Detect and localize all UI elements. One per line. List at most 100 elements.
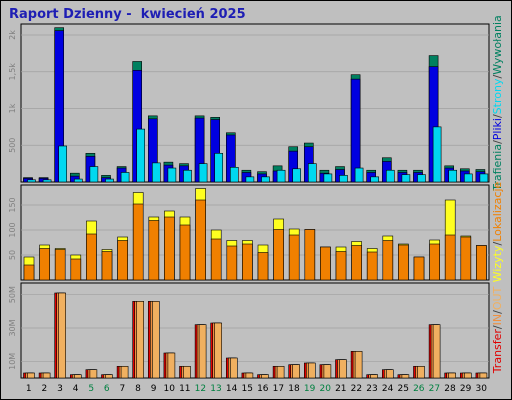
bar-out — [479, 372, 488, 379]
bar-sites — [179, 224, 191, 281]
plot-area-middle — [20, 184, 490, 281]
x-tick-label-day: 4 — [73, 384, 79, 394]
bar-pages — [463, 173, 473, 183]
bar-sites — [148, 220, 160, 281]
bar-out — [417, 366, 425, 379]
bar-sites — [413, 256, 425, 281]
bar-sites — [366, 251, 378, 281]
y-tick-label-bottom: 10M — [8, 353, 17, 370]
bar-pages — [27, 179, 36, 183]
x-tick-label-day: 24 — [382, 384, 394, 394]
bar-sites — [476, 245, 487, 281]
x-tick-label-day: 21 — [335, 384, 346, 394]
bar-sites — [23, 264, 35, 281]
legend-entry: Lokalizacje — [491, 181, 504, 241]
x-tick-label-day: 29 — [460, 384, 472, 394]
y-tick-label-top: 1,5k — [8, 63, 17, 81]
legend-top: Trafienia/Pliki/Strony/Wywołania — [491, 15, 504, 192]
x-tick-label-day: 6 — [104, 384, 110, 394]
plot-area-top — [20, 23, 490, 183]
bar-pages — [292, 168, 302, 183]
x-tick-label-day: 3 — [57, 384, 63, 394]
bar-out — [401, 374, 410, 379]
bar-sites — [54, 249, 66, 281]
x-tick-label-day: 27 — [429, 384, 440, 394]
bar-pages — [152, 162, 161, 183]
bar-sites — [117, 240, 128, 281]
bar-pages — [479, 173, 489, 183]
bar-out — [120, 366, 129, 379]
legend-entry: / — [491, 325, 504, 329]
x-tick-label-day: 28 — [444, 384, 456, 394]
bar-sites — [210, 238, 222, 281]
bar-out — [198, 324, 207, 379]
bar-out — [292, 364, 301, 379]
x-tick-label-day: 13 — [210, 384, 221, 394]
bar-sites — [382, 240, 394, 281]
x-tick-label-day: 16 — [257, 384, 269, 394]
y-tick-label-top: 2k — [8, 30, 17, 40]
bar-files — [350, 78, 361, 183]
x-tick-label-day: 26 — [413, 384, 425, 394]
legend-entry: Pliki — [491, 118, 504, 140]
bar-pages — [448, 169, 458, 183]
x-tick-label-day: 25 — [397, 384, 408, 394]
bar-out — [183, 366, 191, 379]
bar-pages — [183, 169, 192, 183]
bar-sites — [304, 229, 316, 281]
bar-out — [136, 301, 144, 379]
legend-entry: / — [491, 140, 504, 144]
x-tick-label-day: 2 — [42, 384, 48, 394]
bar-pages — [417, 174, 426, 183]
bar-out — [307, 362, 316, 379]
y-tick-label-bottom: 50M — [8, 286, 17, 303]
bar-sites — [39, 248, 50, 281]
legend-entry: IN — [491, 314, 504, 325]
bar-out — [385, 369, 394, 379]
bar-sites — [335, 251, 347, 281]
bar-out — [214, 322, 222, 379]
bar-pages — [276, 169, 286, 183]
bar-sites — [242, 243, 253, 281]
bar-out — [42, 372, 51, 379]
bar-out — [74, 374, 82, 379]
x-tick-label-day: 8 — [135, 384, 141, 394]
legend-entry: / — [491, 310, 504, 314]
bar-pages — [74, 178, 83, 183]
legend-entry: Wywołania — [491, 15, 504, 75]
y-tick-label-bottom: 30M — [8, 319, 17, 336]
bar-sites — [86, 233, 97, 281]
bar-pages — [214, 153, 223, 183]
x-tick-label-day: 30 — [475, 384, 487, 394]
bar-sites — [70, 258, 82, 281]
bar-pages — [385, 169, 395, 183]
bar-sites — [351, 245, 362, 281]
bar-pages — [354, 167, 364, 183]
bar-sites — [288, 234, 300, 281]
bar-out — [105, 374, 113, 379]
bar-pages — [198, 163, 208, 183]
legend-entry: OUT — [491, 286, 504, 310]
legend-entry: / — [491, 114, 504, 118]
x-tick-label-day: 9 — [151, 384, 157, 394]
legend-entry: Strony — [491, 78, 504, 114]
bar-out — [27, 372, 35, 379]
bar-pages — [120, 172, 130, 183]
x-tick-label-day: 10 — [163, 384, 175, 394]
legend-entry: Transfer — [491, 329, 504, 375]
bar-out — [89, 369, 98, 379]
bar-pages — [105, 178, 114, 183]
bar-out — [261, 374, 269, 379]
x-tick-label-day: 15 — [241, 384, 252, 394]
bar-sites — [460, 236, 472, 281]
chart-title: Raport Dzienny - kwiecień 2025 — [9, 7, 246, 22]
x-tick-label-day: 11 — [179, 384, 190, 394]
bar-sites — [273, 229, 284, 281]
bar-out — [152, 301, 160, 379]
x-tick-label-day: 20 — [319, 384, 331, 394]
bar-pages — [245, 176, 255, 183]
bar-sites — [398, 244, 409, 281]
bar-out — [58, 292, 67, 379]
bar-out — [339, 359, 347, 379]
